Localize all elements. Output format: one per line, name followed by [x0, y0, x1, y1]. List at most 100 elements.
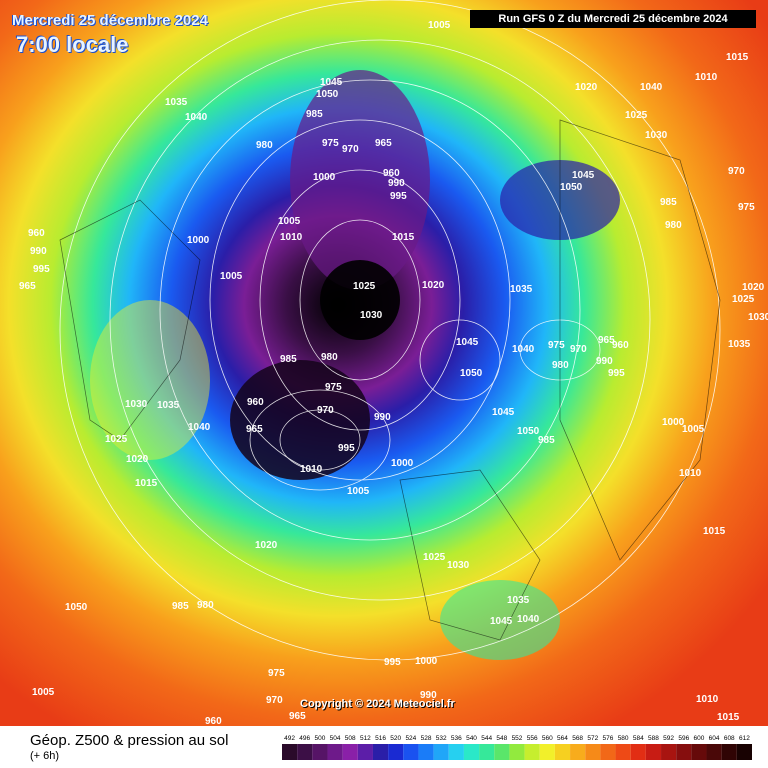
- isobar-label: 975: [322, 138, 339, 149]
- isobar-label: 990: [420, 690, 437, 701]
- legend-tick-label: 564: [557, 735, 568, 742]
- isobar-label: 1010: [695, 72, 718, 83]
- isobar-label: 1010: [280, 232, 303, 243]
- isobar-label: 1050: [65, 602, 88, 613]
- geopotential-pressure-map: 1005101010151020102510301035104010451050…: [0, 0, 768, 726]
- run-label: Run GFS 0 Z du Mercredi 25 décembre 2024: [470, 10, 756, 28]
- legend-color-swatch: [282, 744, 298, 760]
- legend-tick-label: 592: [663, 735, 674, 742]
- isobar-label: 1035: [728, 339, 751, 350]
- isobar-label: 1005: [347, 486, 370, 497]
- isobar-label: 1015: [135, 478, 158, 489]
- legend-color-swatch: [403, 744, 419, 760]
- isobar-label: 1050: [560, 182, 583, 193]
- legend-color-swatch: [721, 744, 737, 760]
- legend-color-swatch: [706, 744, 722, 760]
- isobar-label: 1020: [575, 82, 598, 93]
- isobar-label: 965: [19, 281, 36, 292]
- legend-tick-label: 600: [694, 735, 705, 742]
- isobar-label: 970: [266, 695, 283, 706]
- legend-tick-label: 572: [587, 735, 598, 742]
- isobar-label: 1030: [125, 399, 148, 410]
- isobar-label: 970: [728, 166, 745, 177]
- isobar-label: 1045: [572, 170, 595, 181]
- legend-tick-label: 580: [618, 735, 629, 742]
- isobar-label: 960: [205, 716, 222, 726]
- legend-color-swatch: [494, 744, 510, 760]
- legend-color-swatch: [691, 744, 707, 760]
- isobar-label: 1005: [428, 20, 451, 31]
- legend-color-swatch: [342, 744, 358, 760]
- legend-tick-label: 588: [648, 735, 659, 742]
- color-scale: 492 496 500 504 508 512 516 520 524 528 532 536 540 5…: [282, 735, 752, 760]
- isobar-label: 1015: [726, 52, 749, 63]
- isobar-label: 1050: [316, 89, 339, 100]
- isobar-label: 1015: [703, 526, 726, 537]
- legend-tick-label: 508: [345, 735, 356, 742]
- isobar-label: 980: [256, 140, 273, 151]
- isobar-label: 995: [608, 368, 625, 379]
- legend-footer: Géop. Z500 & pression au sol (+ 6h) 492 4…: [0, 726, 768, 768]
- isobar-label: 965: [598, 335, 615, 346]
- isobar-label: 1050: [460, 368, 483, 379]
- isobar-label: 1040: [185, 112, 208, 123]
- legend-tick-label: 584: [633, 735, 644, 742]
- isobar-label: 990: [30, 246, 47, 257]
- isobar-label: 970: [570, 344, 587, 355]
- legend-color-swatch: [615, 744, 631, 760]
- isobar-label: 1005: [32, 687, 55, 698]
- isobar-label: 990: [596, 356, 613, 367]
- legend-tick-label: 512: [360, 735, 371, 742]
- isobar-label: 1015: [717, 712, 740, 723]
- isobar-label: 1035: [510, 284, 533, 295]
- legend-color-swatch: [312, 744, 328, 760]
- legend-color-swatch: [327, 744, 343, 760]
- legend-color-swatch: [297, 744, 313, 760]
- isobar-label: 1010: [696, 694, 719, 705]
- isobar-label: 1010: [300, 464, 323, 475]
- legend-tick-label: 520: [390, 735, 401, 742]
- legend-color-swatch: [509, 744, 525, 760]
- isobar-label: 1030: [748, 312, 768, 323]
- isobar-label: 1040: [188, 422, 211, 433]
- isobar-label: 1045: [490, 616, 513, 627]
- isobar-label: 1020: [255, 540, 278, 551]
- isobar-label: 1045: [492, 407, 515, 418]
- isobar-label: 975: [548, 340, 565, 351]
- legend-color-swatch: [448, 744, 464, 760]
- isobar-label: 965: [246, 424, 263, 435]
- legend-subtitle: (+ 6h): [30, 750, 60, 762]
- legend-tick-label: 544: [481, 735, 492, 742]
- isobar-label: 960: [383, 168, 400, 179]
- legend-color-swatch: [600, 744, 616, 760]
- legend-tick-label: 532: [436, 735, 447, 742]
- legend-tick-label: 504: [330, 735, 341, 742]
- isobar-label: 1005: [682, 424, 705, 435]
- isobar-label: 1025: [732, 294, 755, 305]
- legend-tick-label: 536: [451, 735, 462, 742]
- isobar-label: 1035: [507, 595, 530, 606]
- isobar-label: 975: [268, 668, 285, 679]
- copyright: Copyright © 2024 Meteociel.fr: [300, 698, 455, 710]
- isobar-label: 1045: [456, 337, 479, 348]
- legend-color-swatch: [388, 744, 404, 760]
- isobar-label: 1025: [353, 281, 376, 292]
- isobar-label: 1030: [645, 130, 668, 141]
- isobar-label: 1035: [157, 400, 180, 411]
- legend-color-swatch: [418, 744, 434, 760]
- isobar-label: 995: [390, 191, 407, 202]
- legend-color-swatch: [645, 744, 662, 760]
- isobar-label: 980: [321, 352, 338, 363]
- legend-color-swatch: [736, 744, 752, 760]
- legend-tick-label: 548: [496, 735, 507, 742]
- legend-color-swatch: [661, 744, 677, 760]
- isobar-label: 990: [374, 412, 391, 423]
- isobar-label: 1025: [423, 552, 446, 563]
- legend-color-swatch: [479, 744, 495, 760]
- legend-tick-label: 596: [678, 735, 689, 742]
- legend-color-swatch: [463, 744, 480, 760]
- isobar-label: 1000: [187, 235, 210, 246]
- isobar-label: 1040: [640, 82, 663, 93]
- legend-tick-label: 552: [512, 735, 523, 742]
- legend-color-swatch: [676, 744, 692, 760]
